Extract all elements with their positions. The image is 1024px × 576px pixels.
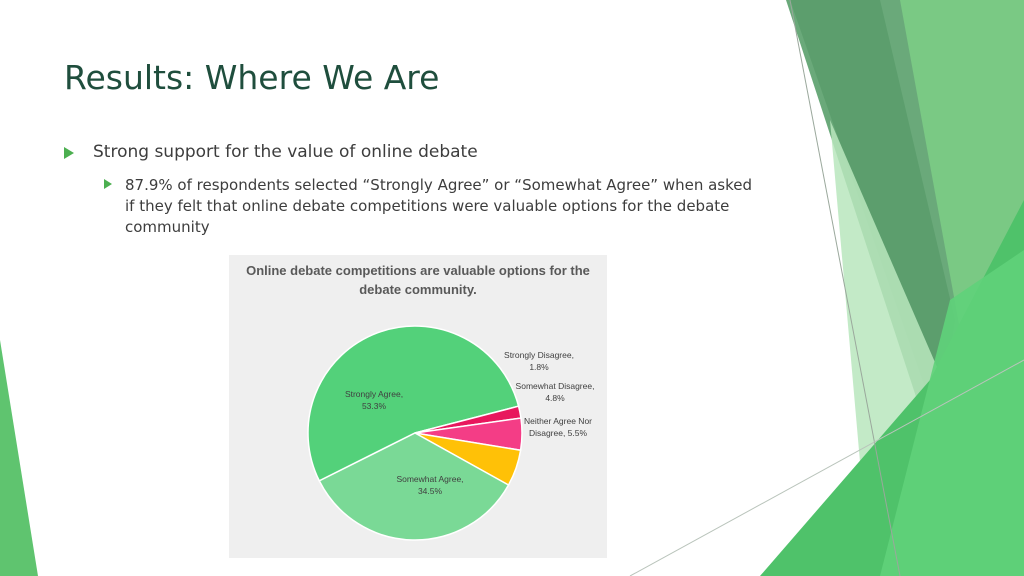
deco-line-2 bbox=[629, 359, 1024, 576]
pie-data-label: Neither Agree Nor bbox=[524, 416, 592, 426]
pie-chart: Strongly Agree, 53.3% Strongly Disagree, 1.… bbox=[307, 325, 595, 541]
pie-slice-somewhat-agree bbox=[318, 432, 510, 541]
deco-shape-left bbox=[0, 340, 38, 576]
pie-data-label: 1.8% bbox=[529, 362, 549, 372]
pie-data-label: 34.5% bbox=[418, 486, 443, 496]
pie-data-label: Somewhat Agree, bbox=[396, 474, 463, 484]
slide-title: Results: Where We Are bbox=[64, 58, 440, 97]
pie-data-label: Strongly Agree, bbox=[345, 389, 403, 399]
chart-title: Online debate competitions are valuable … bbox=[246, 263, 590, 297]
deco-shape-light bbox=[900, 0, 1024, 330]
deco-shape-bright bbox=[880, 250, 1024, 576]
pie-data-label: Disagree, 5.5% bbox=[529, 428, 588, 438]
bullet-arrow-icon bbox=[64, 147, 74, 159]
bullet-text-1: Strong support for the value of online d… bbox=[93, 142, 478, 162]
bullet-arrow-icon bbox=[104, 179, 112, 189]
pie-data-label: Somewhat Disagree, bbox=[516, 381, 595, 391]
bullet-level-1: Strong support for the value of online d… bbox=[64, 142, 478, 162]
pie-data-label: Strongly Disagree, bbox=[504, 350, 574, 360]
bullet-text-2: 87.9% of respondents selected “Strongly … bbox=[125, 176, 753, 236]
pie-slice-strongly-agree bbox=[307, 325, 520, 482]
pie-data-label: 53.3% bbox=[362, 401, 387, 411]
bullet-level-2: 87.9% of respondents selected “Strongly … bbox=[104, 175, 764, 238]
deco-line-1 bbox=[789, 0, 901, 576]
pie-data-label: 4.8% bbox=[545, 393, 565, 403]
pie-chart-container: Online debate competitions are valuable … bbox=[229, 255, 607, 558]
